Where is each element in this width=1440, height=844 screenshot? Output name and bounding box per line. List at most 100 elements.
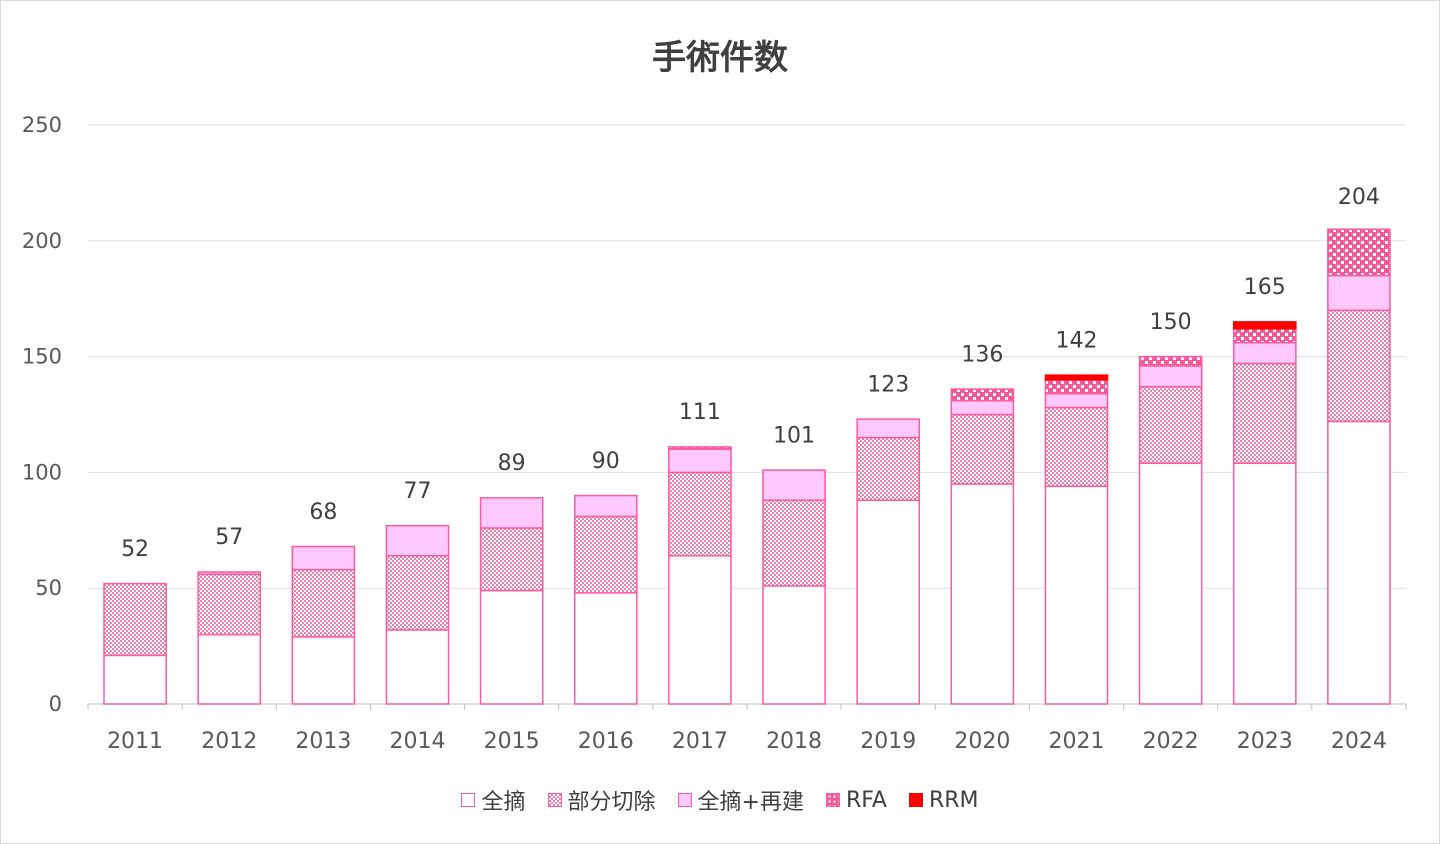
bar-segment	[573, 592, 638, 705]
y-tick-label: 250	[22, 113, 62, 137]
total-label: 101	[773, 423, 815, 448]
x-tick-label: 2015	[484, 729, 540, 754]
bar-segment	[668, 446, 732, 450]
legend-label: RFA	[845, 787, 887, 813]
x-tick-label: 2023	[1237, 729, 1293, 754]
bar-segment	[762, 469, 826, 501]
x-tick-label: 2018	[766, 729, 822, 754]
bar-segment	[103, 654, 167, 705]
x-tick-label: 2021	[1049, 729, 1105, 754]
bar-segment	[1138, 365, 1203, 388]
bar-segment	[1044, 485, 1109, 705]
legend-item: 部分切除	[547, 784, 656, 816]
bar-segment	[1327, 420, 1391, 705]
total-label: 111	[679, 400, 721, 425]
legend-swatch	[825, 793, 840, 807]
x-tick-label: 2013	[295, 729, 351, 754]
y-tick-label: 150	[22, 345, 62, 369]
y-tick-label: 200	[22, 229, 62, 253]
total-label: 142	[1056, 328, 1098, 353]
bar-segment	[197, 573, 262, 636]
legend-label: 全摘+再建	[697, 790, 804, 815]
y-tick-label: 100	[22, 460, 62, 484]
bar-segment	[1138, 385, 1203, 464]
x-tick-label: 2011	[107, 729, 163, 754]
bar-segment	[950, 399, 1015, 416]
bar-segment	[1232, 341, 1297, 365]
legend-item: 全摘	[461, 784, 526, 816]
legend-swatch	[677, 793, 692, 807]
total-label: 123	[867, 372, 909, 397]
total-label: 57	[215, 525, 243, 550]
y-tick-label: 50	[35, 576, 62, 600]
bar-segment	[291, 545, 356, 571]
bar-segment	[1232, 328, 1297, 344]
bar-segment	[668, 448, 732, 474]
bar-segment	[1232, 321, 1297, 330]
bar-segment	[1138, 355, 1203, 367]
bar-segment	[1044, 406, 1109, 488]
bar-segment	[668, 555, 732, 705]
total-label: 204	[1338, 185, 1380, 210]
x-tick-label: 2012	[201, 729, 257, 754]
legend-label: 全摘	[481, 790, 526, 815]
bar-segment	[762, 585, 826, 705]
total-label: 68	[309, 500, 337, 525]
bar-segment	[573, 494, 638, 518]
bar-segment	[950, 483, 1015, 705]
x-tick-label: 2014	[390, 729, 446, 754]
bar-segment	[1327, 228, 1391, 277]
bar-segment	[762, 499, 826, 587]
bar-segment	[856, 436, 921, 501]
legend-swatch	[461, 793, 476, 807]
x-tick-label: 2022	[1143, 729, 1199, 754]
chart-title: 手術件数	[652, 38, 788, 78]
total-label: 150	[1150, 310, 1192, 335]
bar-segment	[385, 629, 450, 705]
bar-segment	[1138, 462, 1203, 705]
x-tick-label: 2019	[860, 729, 916, 754]
total-label: 136	[961, 342, 1003, 367]
bar-segment	[385, 524, 450, 557]
total-label: 89	[498, 451, 526, 476]
legend: 全摘 部分切除 全摘+再建 RFA RRM	[0, 784, 1440, 816]
x-tick-label: 2020	[954, 729, 1010, 754]
legend-item: 全摘+再建	[677, 784, 804, 816]
bar-segment	[573, 515, 638, 594]
bar-segment	[1232, 362, 1297, 464]
bar-segment	[197, 571, 262, 576]
y-tick-label: 0	[49, 692, 62, 716]
legend-item: RRM	[908, 784, 979, 816]
bar-segment	[1044, 379, 1109, 395]
bar-segment	[103, 582, 167, 657]
bar-segment	[291, 636, 356, 705]
legend-label: 部分切除	[567, 790, 656, 815]
bar-segment	[856, 499, 921, 705]
legend-swatch	[908, 793, 923, 807]
bar-segment	[197, 633, 262, 705]
total-label: 52	[121, 537, 149, 562]
bar-segment	[479, 497, 544, 529]
bar-segment	[1327, 309, 1391, 423]
x-tick-label: 2017	[672, 729, 728, 754]
legend-swatch	[547, 793, 562, 807]
bar-segment	[1327, 274, 1391, 312]
bar-segment	[856, 418, 921, 439]
bar-segment	[291, 568, 356, 638]
bar-segment	[668, 471, 732, 557]
bar-segment	[950, 388, 1015, 402]
bar-segment	[1044, 392, 1109, 409]
total-label: 165	[1244, 275, 1286, 300]
bar-segment	[479, 589, 544, 705]
bar-segment	[950, 413, 1015, 485]
bar-segment	[1232, 462, 1297, 705]
bar-segment	[385, 555, 450, 631]
legend-item: RFA	[825, 784, 887, 816]
x-tick-label: 2024	[1331, 729, 1387, 754]
bar-segment	[1044, 374, 1109, 381]
total-label: 90	[592, 449, 620, 474]
x-tick-label: 2016	[578, 729, 634, 754]
total-label: 77	[404, 479, 432, 504]
bar-segment	[479, 527, 544, 592]
legend-label: RRM	[928, 787, 979, 813]
